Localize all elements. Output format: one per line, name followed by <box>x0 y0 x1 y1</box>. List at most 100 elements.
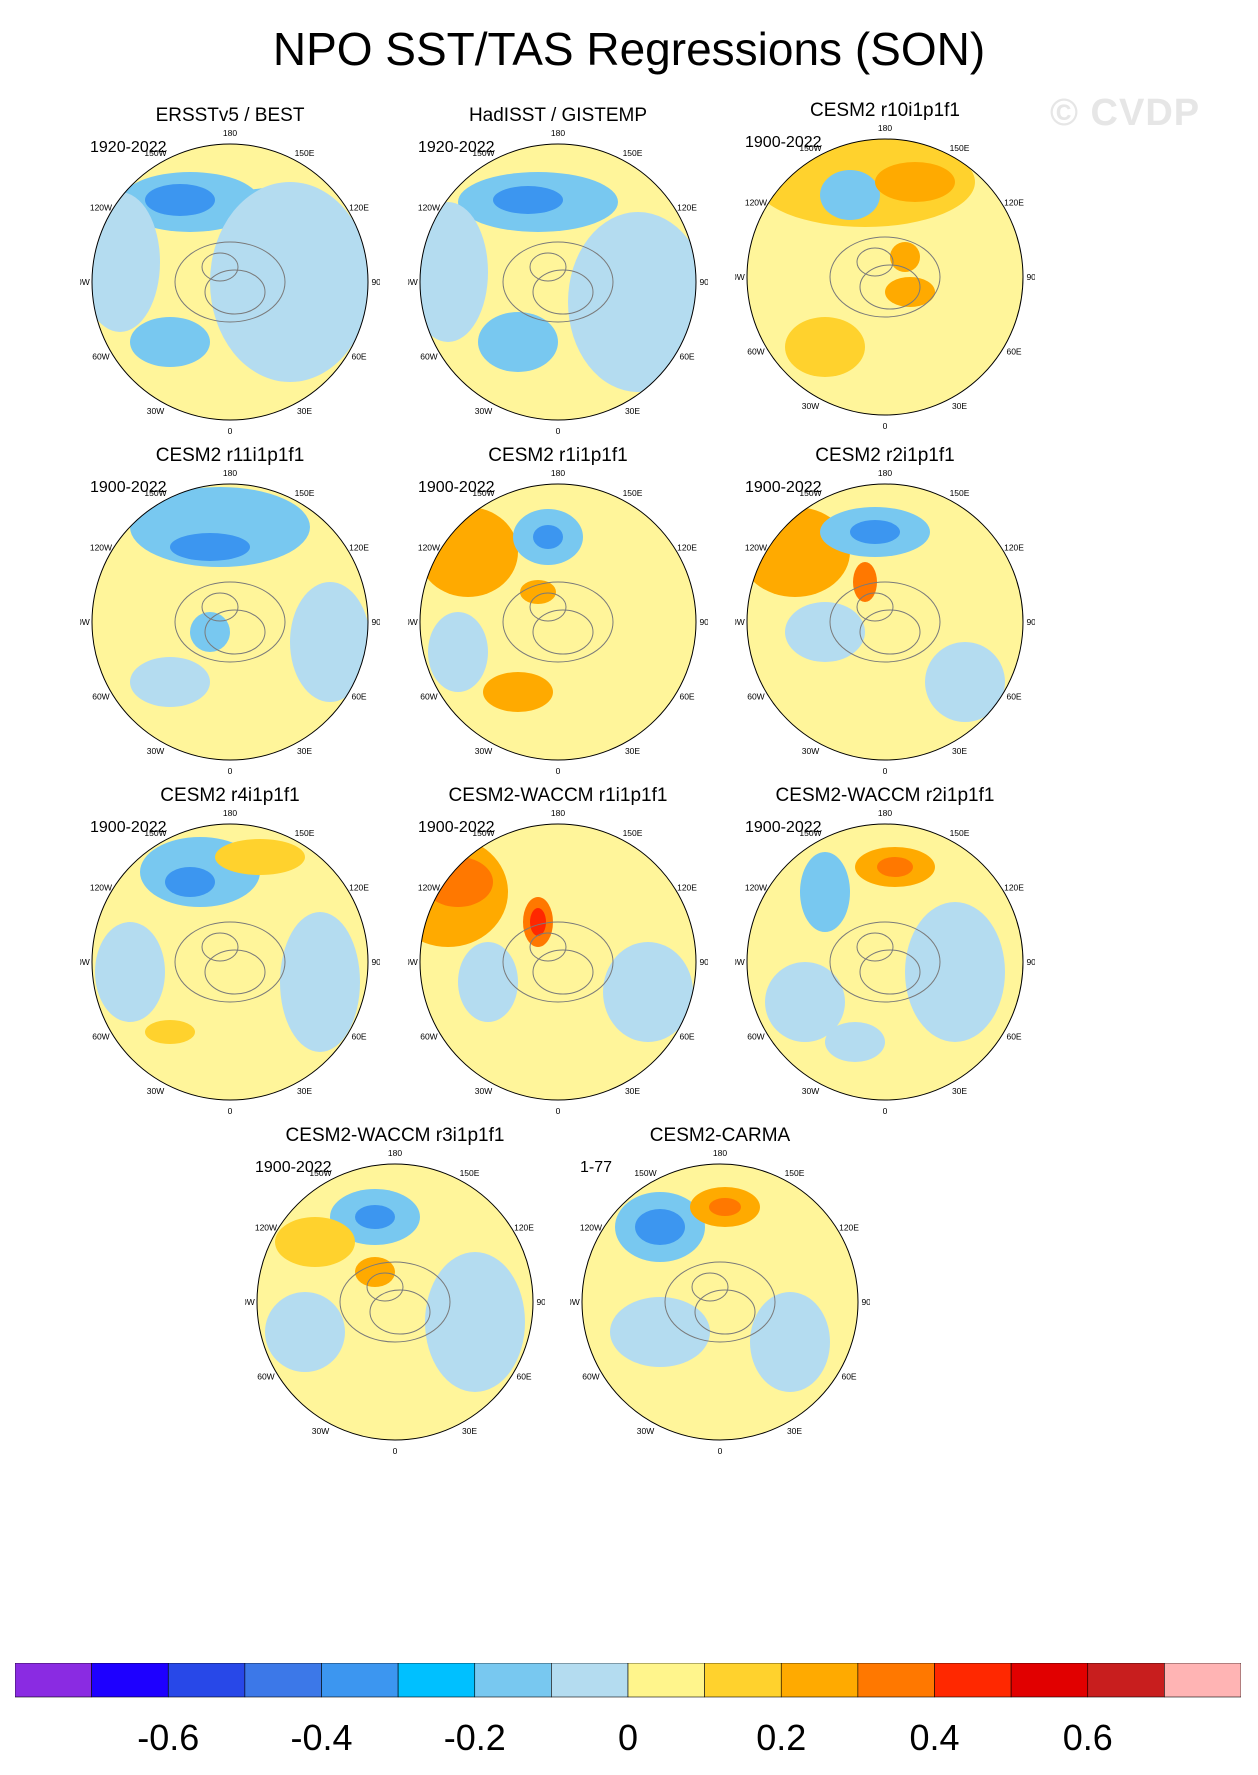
longitude-label: 180 <box>551 128 565 138</box>
longitude-label: 180 <box>223 468 237 478</box>
polar-map: 180 150E 120E 90E 60E 30E 0 30W 60W 90W 120W 150W <box>408 808 708 1116</box>
map-border <box>419 483 697 761</box>
longitude-label: 150W <box>799 488 821 498</box>
panel-title: CESM2 r1i1p1f1 <box>488 445 628 466</box>
longitude-label: 90E <box>371 277 380 287</box>
longitude-label: 120W <box>90 543 112 553</box>
coastline <box>174 581 286 663</box>
longitude-label: 0 <box>883 766 888 776</box>
longitude-label: 150W <box>799 143 821 153</box>
figure-title: NPO SST/TAS Regressions (SON) <box>272 23 986 75</box>
longitude-label: 60W <box>420 692 437 702</box>
anomaly-contour <box>885 277 935 307</box>
longitude-label: 30W <box>147 746 164 756</box>
colorbar-label: 0.2 <box>756 1717 807 1758</box>
anomaly-contour <box>130 657 210 707</box>
longitude-label: 180 <box>878 468 892 478</box>
longitude-label: 120W <box>418 883 440 893</box>
anomaly-contour <box>210 182 368 382</box>
polar-map: 180 150E 120E 90E 60E 30E 0 30W 60W 90W 120W 150W <box>408 128 708 436</box>
anomaly-contour <box>610 1297 710 1367</box>
polar-map: 180 150E 120E 90E 60E 30E 0 30W 60W 90W 120W 150W <box>245 1148 545 1456</box>
longitude-label: 150E <box>785 1168 805 1178</box>
panel-period: 1900-2022 <box>745 479 822 496</box>
anomaly-contour <box>875 162 955 202</box>
longitude-label: 180 <box>713 1148 727 1158</box>
longitude-label: 120E <box>349 543 369 553</box>
colorbar-swatch <box>780 1663 859 1698</box>
longitude-label: 120E <box>677 543 697 553</box>
map-border <box>91 143 369 421</box>
colorbar-label: 0.4 <box>909 1717 960 1758</box>
longitude-label: 90W <box>735 272 745 282</box>
colorbar-label: 0 <box>617 1717 639 1758</box>
coastline <box>694 1289 756 1335</box>
coastline <box>174 241 286 323</box>
longitude-label: 150E <box>295 488 315 498</box>
longitude-label: 150W <box>144 148 166 158</box>
longitude-label: 120E <box>349 203 369 213</box>
longitude-label: 90W <box>570 1297 580 1307</box>
longitude-label: 90E <box>536 1297 545 1307</box>
coastline <box>532 269 594 315</box>
panel-title: CESM2-WACCM r3i1p1f1 <box>285 1125 505 1146</box>
map-panel: HadISST / GISTEMP 180 150E 120E 90E 60E 30E 0 30… <box>408 105 748 485</box>
map-border <box>256 1163 534 1441</box>
map-panel: CESM2-CARMA 180 150E 120E 90E 60E 30E 0 30W 60W 90… <box>570 1125 910 1505</box>
anomaly-contour <box>145 184 215 216</box>
longitude-label: 150W <box>144 828 166 838</box>
colorbar-swatch <box>551 1663 629 1698</box>
coastline <box>201 592 239 622</box>
anomaly-contour <box>428 612 488 692</box>
polar-map: 180 150E 120E 90E 60E 30E 0 30W 60W 90W 120W 150W <box>80 128 380 436</box>
coastline <box>691 1272 729 1302</box>
colorbar-label: -0.6 <box>137 1717 200 1758</box>
map-panel: CESM2 r10i1p1f1 180 150E 120E 90E 60E 30E 0 30W 6… <box>735 100 1075 480</box>
panel-period: 1900-2022 <box>90 819 167 836</box>
anomaly-contour <box>925 642 1005 722</box>
longitude-label: 0 <box>556 1106 561 1116</box>
anomaly-contour <box>520 580 556 604</box>
longitude-label: 90W <box>80 277 90 287</box>
polar-map: 180 150E 120E 90E 60E 30E 0 30W 60W 90W 120W 150W <box>735 808 1035 1116</box>
panel-title: CESM2-WACCM r1i1p1f1 <box>448 785 668 806</box>
longitude-label: 90W <box>408 277 418 287</box>
longitude-label: 30W <box>637 1426 654 1436</box>
longitude-label: 150W <box>472 488 494 498</box>
polar-map: 180 150E 120E 90E 60E 30E 0 30W 60W 90W 120W 150W <box>570 1148 870 1456</box>
panel-title: CESM2 r4i1p1f1 <box>160 785 300 806</box>
colorbar-swatch <box>474 1663 552 1698</box>
longitude-label: 120E <box>514 1223 534 1233</box>
coastline <box>532 949 594 995</box>
longitude-label: 90W <box>408 957 418 967</box>
colorbar-label: 0.6 <box>1062 1717 1113 1758</box>
longitude-label: 90W <box>735 957 745 967</box>
colorbar-swatch <box>244 1663 322 1698</box>
anomaly-contour <box>355 1257 395 1287</box>
longitude-label: 60W <box>92 692 109 702</box>
coastline <box>502 921 614 1003</box>
anomaly-contour <box>825 1022 885 1062</box>
anomaly-contour <box>568 212 696 392</box>
longitude-label: 150W <box>472 828 494 838</box>
longitude-label: 60W <box>420 352 437 362</box>
longitude-label: 60E <box>351 1032 366 1042</box>
longitude-label: 90E <box>699 277 708 287</box>
longitude-label: 0 <box>228 426 233 436</box>
polar-map: 180 150E 120E 90E 60E 30E 0 30W 60W 90W 120W 150W <box>735 468 1035 776</box>
map-border <box>91 483 369 761</box>
map-border <box>581 1163 859 1441</box>
panel-period: 1900-2022 <box>418 819 495 836</box>
panel-period: 1900-2022 <box>418 479 495 496</box>
coastline <box>532 609 594 655</box>
panel-title: CESM2 r2i1p1f1 <box>815 445 955 466</box>
longitude-label: 60E <box>679 352 694 362</box>
longitude-label: 120W <box>90 203 112 213</box>
longitude-label: 150E <box>295 148 315 158</box>
longitude-label: 60W <box>92 352 109 362</box>
longitude-label: 0 <box>228 1106 233 1116</box>
longitude-label: 30W <box>147 1086 164 1096</box>
longitude-label: 120W <box>745 198 767 208</box>
longitude-label: 0 <box>883 421 888 431</box>
coastline <box>204 609 266 655</box>
